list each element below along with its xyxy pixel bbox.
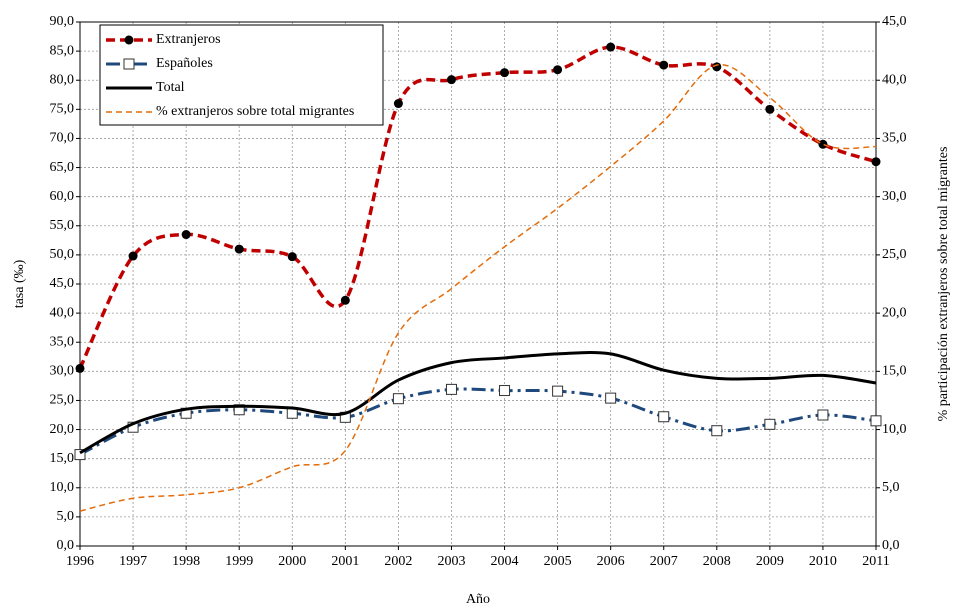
point <box>764 418 776 430</box>
point <box>606 42 616 52</box>
x-tick-label: 2008 <box>703 554 731 569</box>
point <box>128 251 138 261</box>
y-tick-label: 70,0 <box>50 131 75 146</box>
y-tick-label: 40,0 <box>50 305 75 320</box>
point <box>818 139 828 149</box>
y-tick-label: 5,0 <box>57 509 75 524</box>
point <box>446 75 456 85</box>
point <box>659 60 669 70</box>
point <box>605 392 617 404</box>
series-line <box>79 350 877 455</box>
point <box>870 415 882 427</box>
point <box>340 295 350 305</box>
point <box>871 157 881 167</box>
legend-label: Extranjeros <box>156 32 221 47</box>
point <box>552 385 564 397</box>
plot-border <box>79 21 877 547</box>
y2-tick-label: 5,0 <box>882 480 900 495</box>
point <box>75 363 85 373</box>
x-tick-label: 2003 <box>437 554 465 569</box>
y-tick-label: 0,0 <box>57 538 75 553</box>
legend-label: Total <box>156 80 185 95</box>
x-tick-label: 1997 <box>119 554 147 569</box>
legend-label: Españoles <box>156 56 213 71</box>
point <box>658 411 670 423</box>
x-tick-label: 1998 <box>172 554 200 569</box>
legend-marker <box>124 35 134 45</box>
y2-tick-label: 30,0 <box>882 189 907 204</box>
y-tick-label: 90,0 <box>50 14 75 29</box>
point <box>74 449 86 461</box>
y-tick-label: 65,0 <box>50 160 75 175</box>
point <box>234 244 244 254</box>
point <box>711 425 723 437</box>
y-tick-label: 35,0 <box>50 334 75 349</box>
point <box>392 393 404 405</box>
y-tick-label: 85,0 <box>50 43 75 58</box>
y-tick-label: 20,0 <box>50 422 75 437</box>
x-tick-label: 2007 <box>650 554 678 569</box>
x-tick-label: 2009 <box>756 554 784 569</box>
point <box>181 230 191 240</box>
series-line <box>79 387 877 456</box>
x-tick-label: 2005 <box>544 554 572 569</box>
legend: Extranjeros Españoles Total % extranjeros s… <box>99 24 384 126</box>
y2-tick-label: 45,0 <box>882 14 907 29</box>
x-tick-label: 2000 <box>278 554 306 569</box>
point <box>393 99 403 109</box>
legend-marker <box>123 58 135 70</box>
y2-tick-label: 10,0 <box>882 422 907 437</box>
series-line <box>78 45 877 370</box>
x-tick-label: 2002 <box>384 554 412 569</box>
point <box>765 104 775 114</box>
point <box>553 65 563 75</box>
y2-tick-label: 20,0 <box>882 305 907 320</box>
y-tick-label: 15,0 <box>50 451 75 466</box>
y2-tick-label: 0,0 <box>882 538 900 553</box>
y-tick-label: 45,0 <box>50 276 75 291</box>
x-tick-label: 2011 <box>862 554 889 569</box>
point <box>233 404 245 416</box>
y-tick-label: 80,0 <box>50 72 75 87</box>
legend-label: % extranjeros sobre total migrantes <box>156 104 354 119</box>
y2-axis-label: % participación extranjeros sobre total … <box>936 147 951 422</box>
point <box>712 62 722 72</box>
point <box>500 68 510 78</box>
point <box>287 252 297 262</box>
y2-tick-label: 15,0 <box>882 364 907 379</box>
point <box>445 383 457 395</box>
y-tick-label: 25,0 <box>50 393 75 408</box>
series-line <box>79 63 877 512</box>
legend-box <box>99 24 384 126</box>
y-tick-label: 75,0 <box>50 102 75 117</box>
x-tick-label: 2001 <box>331 554 359 569</box>
x-tick-label: 2006 <box>597 554 625 569</box>
y-tick-label: 55,0 <box>50 218 75 233</box>
point <box>499 385 511 397</box>
y2-tick-label: 25,0 <box>882 247 907 262</box>
x-tick-label: 1996 <box>66 554 94 569</box>
x-tick-label: 2010 <box>809 554 837 569</box>
x-axis-label: Año <box>466 592 490 607</box>
y-axis-label: tasa (‰) <box>12 259 27 308</box>
x-tick-label: 1999 <box>225 554 253 569</box>
y2-tick-label: 40,0 <box>882 72 907 87</box>
y-tick-label: 10,0 <box>50 480 75 495</box>
y-tick-label: 30,0 <box>50 364 75 379</box>
y-tick-label: 50,0 <box>50 247 75 262</box>
y-tick-label: 60,0 <box>50 189 75 204</box>
y2-tick-label: 35,0 <box>882 131 907 146</box>
point <box>817 409 829 421</box>
x-tick-label: 2004 <box>491 554 519 569</box>
